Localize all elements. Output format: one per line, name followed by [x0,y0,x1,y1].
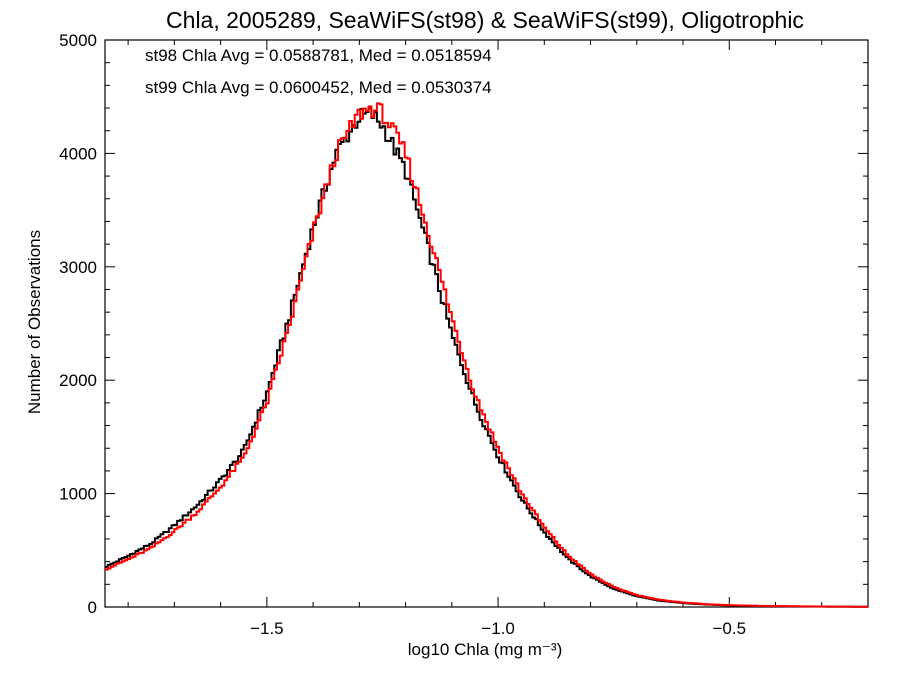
series-layer [105,102,868,608]
plot-axes: −1.5 −1.0 −0.5 0 1000 2000 3000 4000 5000 [59,31,869,638]
x-tick-label: −1.5 [250,619,284,638]
y-tick-label: 5000 [59,31,97,50]
y-tick-label: 4000 [59,144,97,163]
y-tick-label: 1000 [59,485,97,504]
y-tick-label: 2000 [59,371,97,390]
y-tick-label: 3000 [59,258,97,277]
y-axis-label: Number of Observations [25,230,44,414]
annotation-st98: st98 Chla Avg = 0.0588781, Med = 0.05185… [145,46,492,65]
annotation-st99: st99 Chla Avg = 0.0600452, Med = 0.05303… [145,78,492,97]
histogram-series-0 [105,107,868,608]
x-axis-label: log10 Chla (mg m⁻³) [408,640,562,659]
x-tick-label: −1.0 [481,619,515,638]
y-tick-label: 0 [88,598,97,617]
chart-title: Chla, 2005289, SeaWiFS(st98) & SeaWiFS(s… [166,7,804,33]
plot-frame [104,39,869,608]
histogram-series-1 [105,102,868,608]
x-tick-label: −0.5 [712,619,746,638]
